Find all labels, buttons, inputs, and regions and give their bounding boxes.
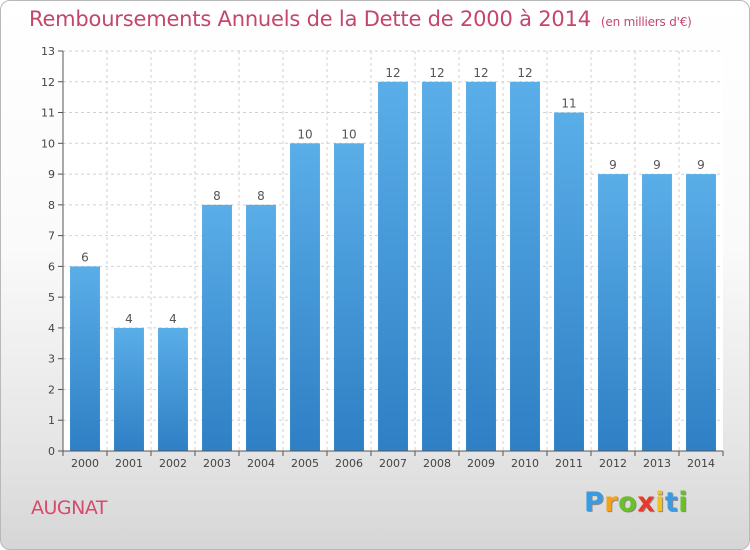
data-label-2010: 12 bbox=[517, 66, 532, 80]
y-tick-label: 10 bbox=[41, 137, 55, 150]
y-tick-label: 2 bbox=[48, 383, 55, 396]
x-tick-label-2003: 2003 bbox=[203, 457, 231, 470]
bar-2011 bbox=[554, 112, 584, 452]
bar-2002 bbox=[158, 327, 188, 451]
bar-2003 bbox=[202, 204, 232, 451]
x-tick-label-2013: 2013 bbox=[643, 457, 671, 470]
bar-2006 bbox=[334, 143, 364, 452]
data-label-2001: 4 bbox=[125, 312, 133, 326]
x-tick-label-2002: 2002 bbox=[159, 457, 187, 470]
y-tick-label: 9 bbox=[48, 168, 55, 181]
y-tick-label: 7 bbox=[48, 230, 55, 243]
bars: 6 4 4 8 8 10 10 12 12 12 12 11 9 9 9 bbox=[70, 66, 716, 452]
data-label-2000: 6 bbox=[81, 250, 89, 264]
y-tick-label: 0 bbox=[48, 445, 55, 458]
y-tick-label: 3 bbox=[48, 353, 55, 366]
data-label-2013: 9 bbox=[653, 158, 661, 172]
y-tick-label: 11 bbox=[41, 107, 55, 120]
proxiti-logo: Proxiti bbox=[584, 487, 688, 518]
x-tick-label-2001: 2001 bbox=[115, 457, 143, 470]
bar-2007 bbox=[378, 81, 408, 452]
y-tick-label: 13 bbox=[41, 45, 55, 58]
x-tick-label-2009: 2009 bbox=[467, 457, 495, 470]
x-tick-label-2010: 2010 bbox=[511, 457, 539, 470]
bar-2009 bbox=[466, 81, 496, 452]
logo-letter: i bbox=[655, 487, 665, 518]
x-tick-label-2011: 2011 bbox=[555, 457, 583, 470]
bar-2001 bbox=[114, 327, 144, 451]
commune-name: AUGNAT bbox=[31, 497, 107, 519]
chart-subtitle: (en milliers d'€) bbox=[600, 15, 692, 29]
y-tick-label: 5 bbox=[48, 291, 55, 304]
logo-letter: P bbox=[584, 487, 605, 518]
x-tick-label-2008: 2008 bbox=[423, 457, 451, 470]
x-tick-label-2000: 2000 bbox=[71, 457, 99, 470]
logo-letter: r bbox=[604, 487, 619, 518]
data-label-2005: 10 bbox=[297, 127, 312, 141]
x-tick-label-2014: 2014 bbox=[687, 457, 715, 470]
data-label-2003: 8 bbox=[213, 189, 221, 203]
data-label-2009: 12 bbox=[473, 66, 488, 80]
data-label-2004: 8 bbox=[257, 189, 265, 203]
data-label-2007: 12 bbox=[385, 66, 400, 80]
bar-2008 bbox=[422, 81, 452, 452]
bar-2014 bbox=[686, 174, 716, 452]
data-label-2014: 9 bbox=[697, 158, 705, 172]
chart-title-text: Remboursements Annuels de la Dette de 20… bbox=[29, 7, 591, 31]
data-label-2008: 12 bbox=[429, 66, 444, 80]
data-label-2002: 4 bbox=[169, 312, 177, 326]
x-tick-label-2004: 2004 bbox=[247, 457, 275, 470]
data-label-2012: 9 bbox=[609, 158, 617, 172]
data-label-2011: 11 bbox=[561, 97, 576, 111]
x-tick-label-2007: 2007 bbox=[379, 457, 407, 470]
x-tick-label-2012: 2012 bbox=[599, 457, 627, 470]
logo-letter: x bbox=[637, 487, 656, 518]
y-tick-label: 1 bbox=[48, 414, 55, 427]
bar-2010 bbox=[510, 81, 540, 452]
x-tick-label-2006: 2006 bbox=[335, 457, 363, 470]
y-tick-label: 12 bbox=[41, 76, 55, 89]
bar-2005 bbox=[290, 143, 320, 452]
bar-2013 bbox=[642, 174, 672, 452]
y-tick-label: 4 bbox=[48, 322, 55, 335]
x-tick-label-2005: 2005 bbox=[291, 457, 319, 470]
logo-letter: i bbox=[678, 487, 689, 518]
data-label-2006: 10 bbox=[341, 127, 356, 141]
logo-letter: o bbox=[618, 487, 638, 518]
bar-2000 bbox=[70, 266, 100, 451]
y-tick-label: 6 bbox=[48, 260, 55, 273]
bar-2004 bbox=[246, 204, 276, 451]
y-tick-label: 8 bbox=[48, 199, 55, 212]
logo-letter: t bbox=[664, 487, 679, 518]
chart-title: Remboursements Annuels de la Dette de 20… bbox=[29, 7, 692, 31]
bar-2012 bbox=[598, 174, 628, 452]
